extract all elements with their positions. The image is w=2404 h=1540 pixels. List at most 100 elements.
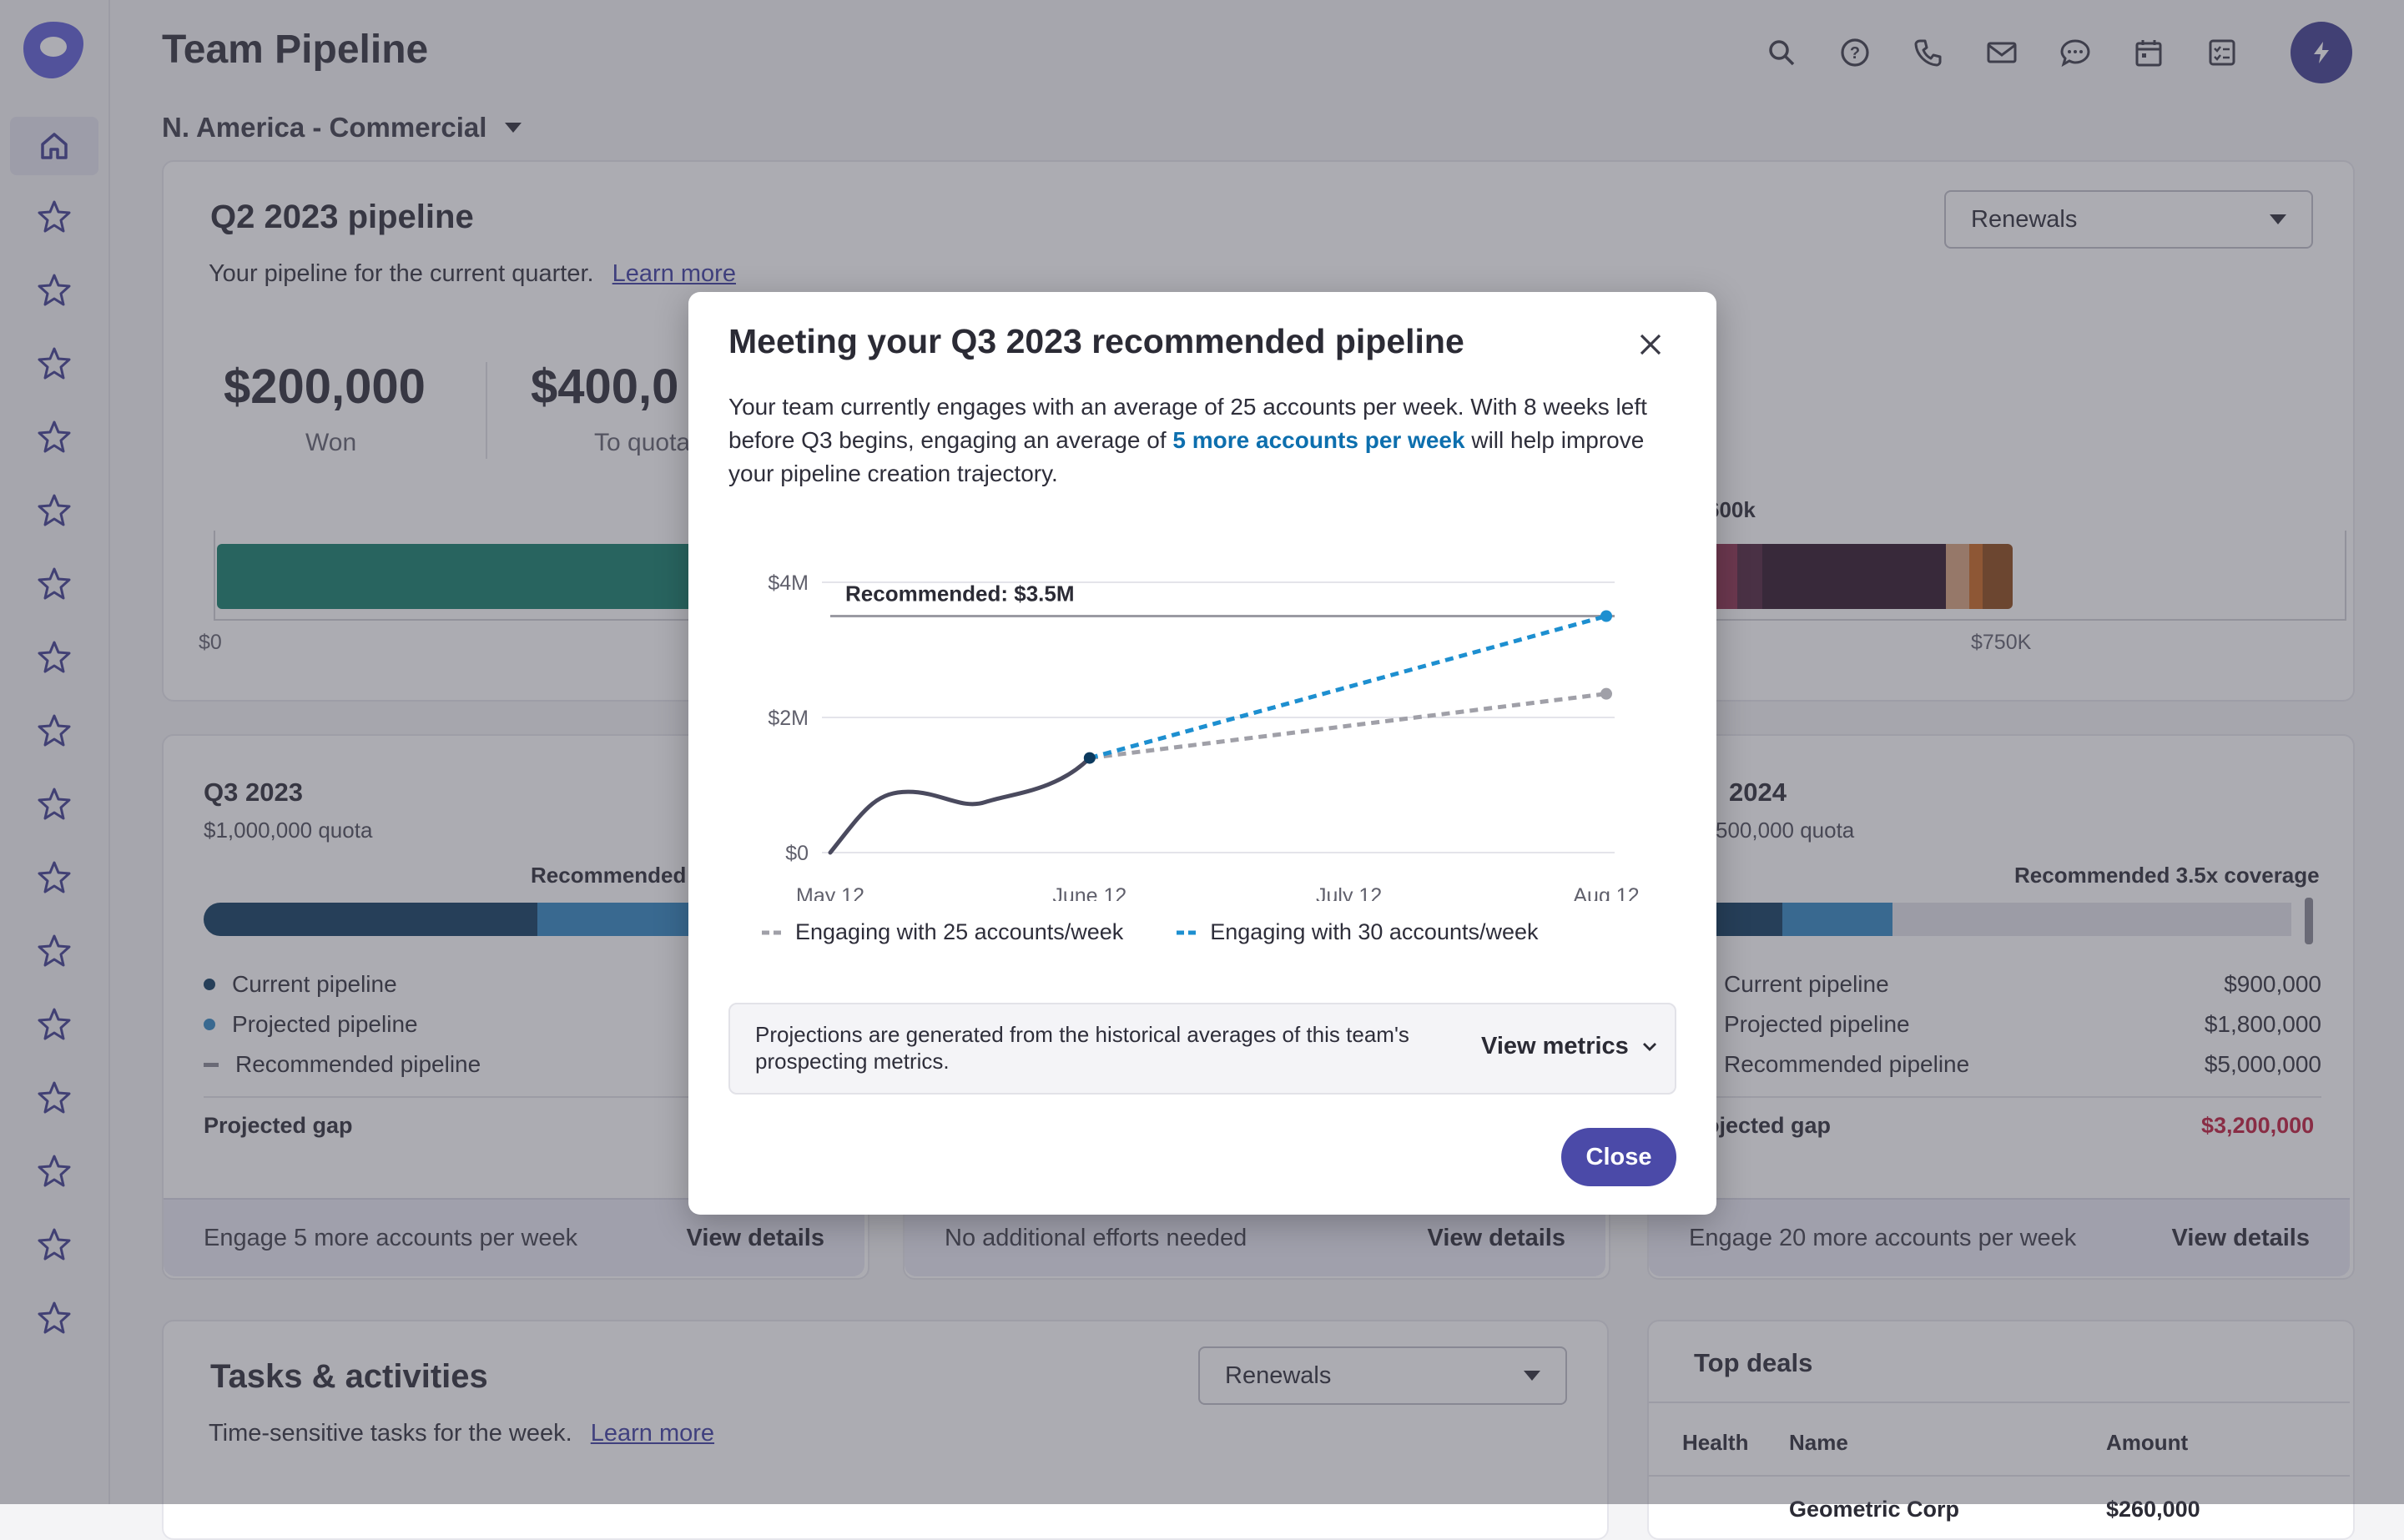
q1-progress-bar (1682, 903, 2291, 936)
q3-gap-label: Projected gap (204, 1113, 353, 1138)
close-button[interactable]: Close (1561, 1128, 1676, 1186)
q1-recommended: Recommended 3.5x coverage (2014, 863, 2320, 888)
star-icon[interactable] (28, 998, 80, 1049)
recommended-annotation: Recommended: $3.5M (845, 581, 1075, 606)
projection-30-endpoint (1600, 610, 1612, 622)
legend-label: Projected pipeline (1724, 1011, 1910, 1037)
x-tick-label: May 12 (796, 884, 864, 901)
star-icon[interactable] (28, 704, 80, 756)
star-icon[interactable] (28, 851, 80, 903)
app-logo-icon[interactable] (20, 18, 87, 82)
legend-label: Engaging with 30 accounts/week (1210, 919, 1539, 944)
tasks-icon[interactable] (2201, 27, 2243, 78)
legend-25-accounts: Engaging with 25 accounts/week (762, 919, 1123, 945)
chevron-down-icon (1642, 1042, 1656, 1051)
q1-recommended-marker (2305, 898, 2313, 944)
stat-divider (486, 362, 487, 459)
divider (1682, 1096, 2321, 1098)
star-icon[interactable] (28, 264, 80, 315)
legend-label: Recommended pipeline (1724, 1051, 1970, 1077)
modal-title: Meeting your Q3 2023 recommended pipelin… (728, 322, 1464, 360)
won-value: $200,000 (224, 360, 426, 414)
q3-legend: Current pipeline Projected pipeline Reco… (204, 964, 481, 1085)
tasks-filter-select[interactable]: Renewals (1198, 1346, 1567, 1405)
star-icon[interactable] (28, 631, 80, 682)
q3-current-fill (204, 903, 537, 936)
q2-title: Q2 2023 pipeline (210, 199, 474, 235)
q2-learn-more-link[interactable]: Learn more (612, 260, 736, 287)
quota-label: To quota (594, 429, 691, 456)
gray-dash-icon (762, 930, 784, 934)
view-metrics-label: View metrics (1481, 1033, 1629, 1059)
legend-value: $900,000 (2224, 971, 2321, 997)
region-selector[interactable]: N. America - Commercial (162, 112, 522, 143)
star-icon[interactable] (28, 924, 80, 976)
modal-body-highlight: 5 more accounts per week (1172, 427, 1465, 453)
q4-view-details-link[interactable]: View details (1427, 1224, 1566, 1251)
star-icon[interactable] (28, 1291, 80, 1343)
q3-quota: $1,000,000 quota (204, 818, 373, 843)
calendar-icon[interactable] (2128, 27, 2170, 78)
won-label: Won (305, 429, 357, 456)
q3-footer-text: Engage 5 more accounts per week (204, 1224, 578, 1251)
help-icon[interactable]: ? (1834, 27, 1876, 78)
legend-projected: Projected pipeline (204, 1004, 481, 1044)
q1-legend: Current pipeline $900,000 Projected pipel… (1724, 964, 2321, 1085)
star-icon[interactable] (28, 410, 80, 462)
legend-label: Engaging with 25 accounts/week (795, 919, 1124, 944)
star-icon[interactable] (28, 337, 80, 389)
star-icon[interactable] (28, 1071, 80, 1123)
legend-label: Current pipeline (232, 971, 397, 997)
chat-icon[interactable] (2054, 27, 2096, 78)
legend-projected: Projected pipeline $1,800,000 (1724, 1004, 2321, 1044)
star-icon[interactable] (28, 557, 80, 609)
star-icon[interactable] (28, 778, 80, 829)
y-tick-label: $2M (768, 707, 809, 730)
q2-axis-750: $750K (1971, 631, 2032, 654)
page-title: Team Pipeline (162, 28, 429, 72)
pipeline-projection-chart: $0 $2M $4M Recommended: $3.5M May 12 June 12 J… (768, 571, 1639, 901)
svg-text:?: ? (1850, 44, 1860, 63)
legend-value: $5,000,000 (2204, 1051, 2321, 1077)
projection-25-line (1089, 692, 1607, 761)
x-tick-label: July 12 (1316, 884, 1382, 901)
q2-axis-start: $0 (199, 631, 222, 654)
region-selector-label: N. America - Commercial (162, 112, 487, 143)
chevron-down-icon (1524, 1371, 1540, 1381)
q1-view-details-link[interactable]: View details (2171, 1224, 2311, 1251)
projection-info-text: Projections are generated from the histo… (755, 1022, 1409, 1074)
projection-25-endpoint (1600, 687, 1612, 700)
col-name: Name (1789, 1430, 1848, 1455)
q3-recommended: Recommended 3 (531, 863, 705, 888)
tasks-subtitle: Time-sensitive tasks for the week. Learn… (209, 1420, 714, 1447)
tasks-subtitle-text: Time-sensitive tasks for the week. (209, 1420, 572, 1447)
historical-line (828, 756, 1092, 855)
divider (1649, 1402, 2350, 1403)
phone-icon[interactable] (1908, 27, 1949, 78)
q4-footer-text: No additional efforts needed (945, 1224, 1247, 1251)
star-icon[interactable] (28, 484, 80, 536)
tasks-filter-value: Renewals (1225, 1361, 1332, 1389)
search-icon[interactable] (1761, 27, 1802, 78)
mail-icon[interactable] (1981, 27, 2023, 78)
q2-subtitle-text: Your pipeline for the current quarter. (209, 260, 594, 287)
q3-view-details-link[interactable]: View details (686, 1224, 825, 1251)
star-icon[interactable] (28, 190, 80, 242)
star-icon[interactable] (28, 1218, 80, 1270)
modal-body: Your team currently engages with an aver… (728, 390, 1663, 491)
bolt-icon[interactable] (2291, 22, 2352, 83)
q2-filter-select[interactable]: Renewals (1944, 190, 2313, 249)
projection-info-box: Projections are generated from the histo… (728, 1003, 1676, 1095)
col-health: Health (1682, 1430, 1749, 1455)
legend-value: $1,800,000 (2204, 1011, 2321, 1037)
sidebar-home-icon[interactable] (10, 117, 98, 175)
close-icon[interactable] (1631, 325, 1670, 364)
legend-label: Projected pipeline (232, 1011, 418, 1037)
divider (204, 1096, 854, 1098)
modal-body-text: Your team currently engages with an aver… (728, 394, 1647, 453)
q2-subtitle: Your pipeline for the current quarter. L… (209, 260, 736, 288)
star-icon[interactable] (28, 1145, 80, 1196)
q1-title: 2024 (1729, 778, 1787, 807)
tasks-learn-more-link[interactable]: Learn more (590, 1420, 715, 1447)
view-metrics-button[interactable]: View metrics (1481, 1033, 1657, 1060)
